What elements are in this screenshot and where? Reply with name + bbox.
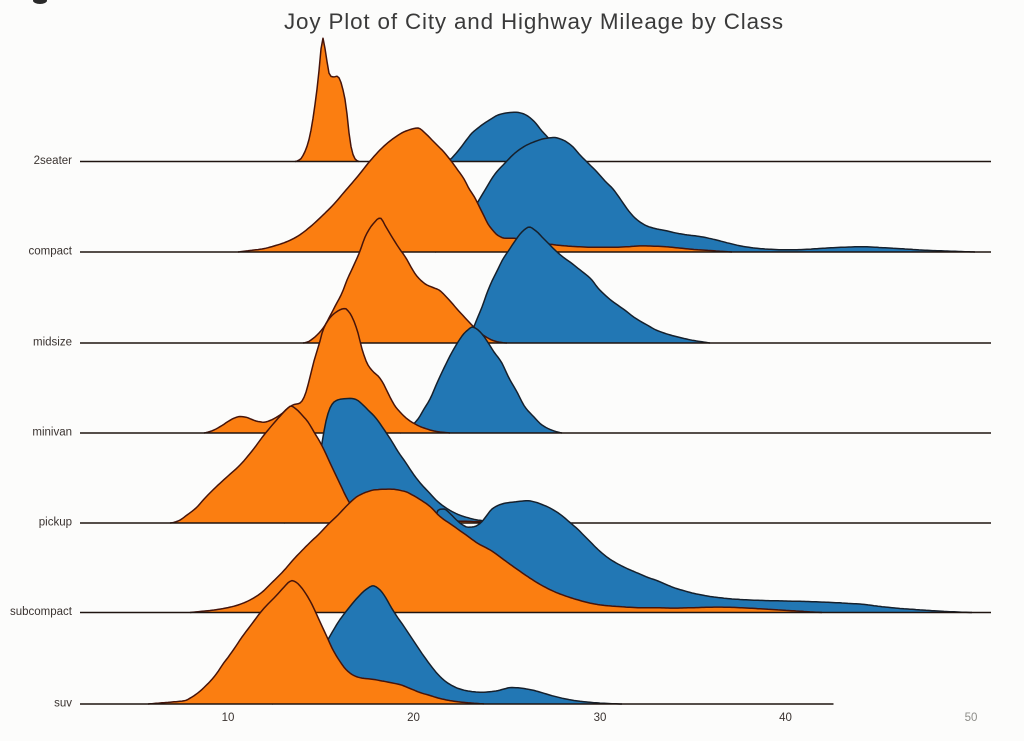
svg-text:20: 20 bbox=[407, 712, 420, 724]
svg-text:minivan: minivan bbox=[32, 427, 72, 439]
svg-text:10: 10 bbox=[222, 712, 235, 724]
svg-text:compact: compact bbox=[29, 246, 73, 258]
svg-text:40: 40 bbox=[779, 712, 792, 724]
svg-text:2seater: 2seater bbox=[34, 155, 73, 167]
svg-text:30: 30 bbox=[594, 712, 607, 724]
svg-text:pickup: pickup bbox=[39, 517, 72, 529]
svg-text:50: 50 bbox=[965, 712, 978, 724]
svg-text:midsize: midsize bbox=[33, 337, 72, 349]
svg-text:subcompact: subcompact bbox=[10, 606, 73, 618]
svg-text:suv: suv bbox=[54, 698, 72, 710]
svg-text:Joy Plot of City and Highway M: Joy Plot of City and Highway Mileage by … bbox=[284, 9, 784, 34]
